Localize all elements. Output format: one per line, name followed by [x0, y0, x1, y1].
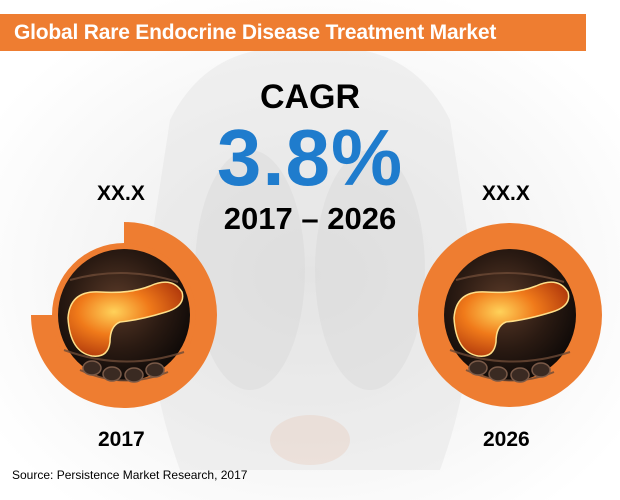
year-2026: 2026: [483, 428, 530, 451]
source-note: Source: Persistence Market Research, 201…: [12, 468, 248, 482]
value-2026: XX.X: [482, 182, 530, 205]
pancreas-icon: [453, 281, 570, 357]
pancreas-icon: [67, 281, 184, 357]
cagr-period: 2017 – 2026: [223, 201, 397, 236]
cagr-value: 3.8%: [216, 113, 404, 202]
title-bar: Global Rare Endocrine Disease Treatment …: [0, 14, 586, 51]
value-2017: XX.X: [97, 182, 145, 205]
page-title: Global Rare Endocrine Disease Treatment …: [14, 21, 497, 44]
cagr-label: CAGR: [259, 78, 361, 116]
year-2017: 2017: [98, 428, 145, 451]
